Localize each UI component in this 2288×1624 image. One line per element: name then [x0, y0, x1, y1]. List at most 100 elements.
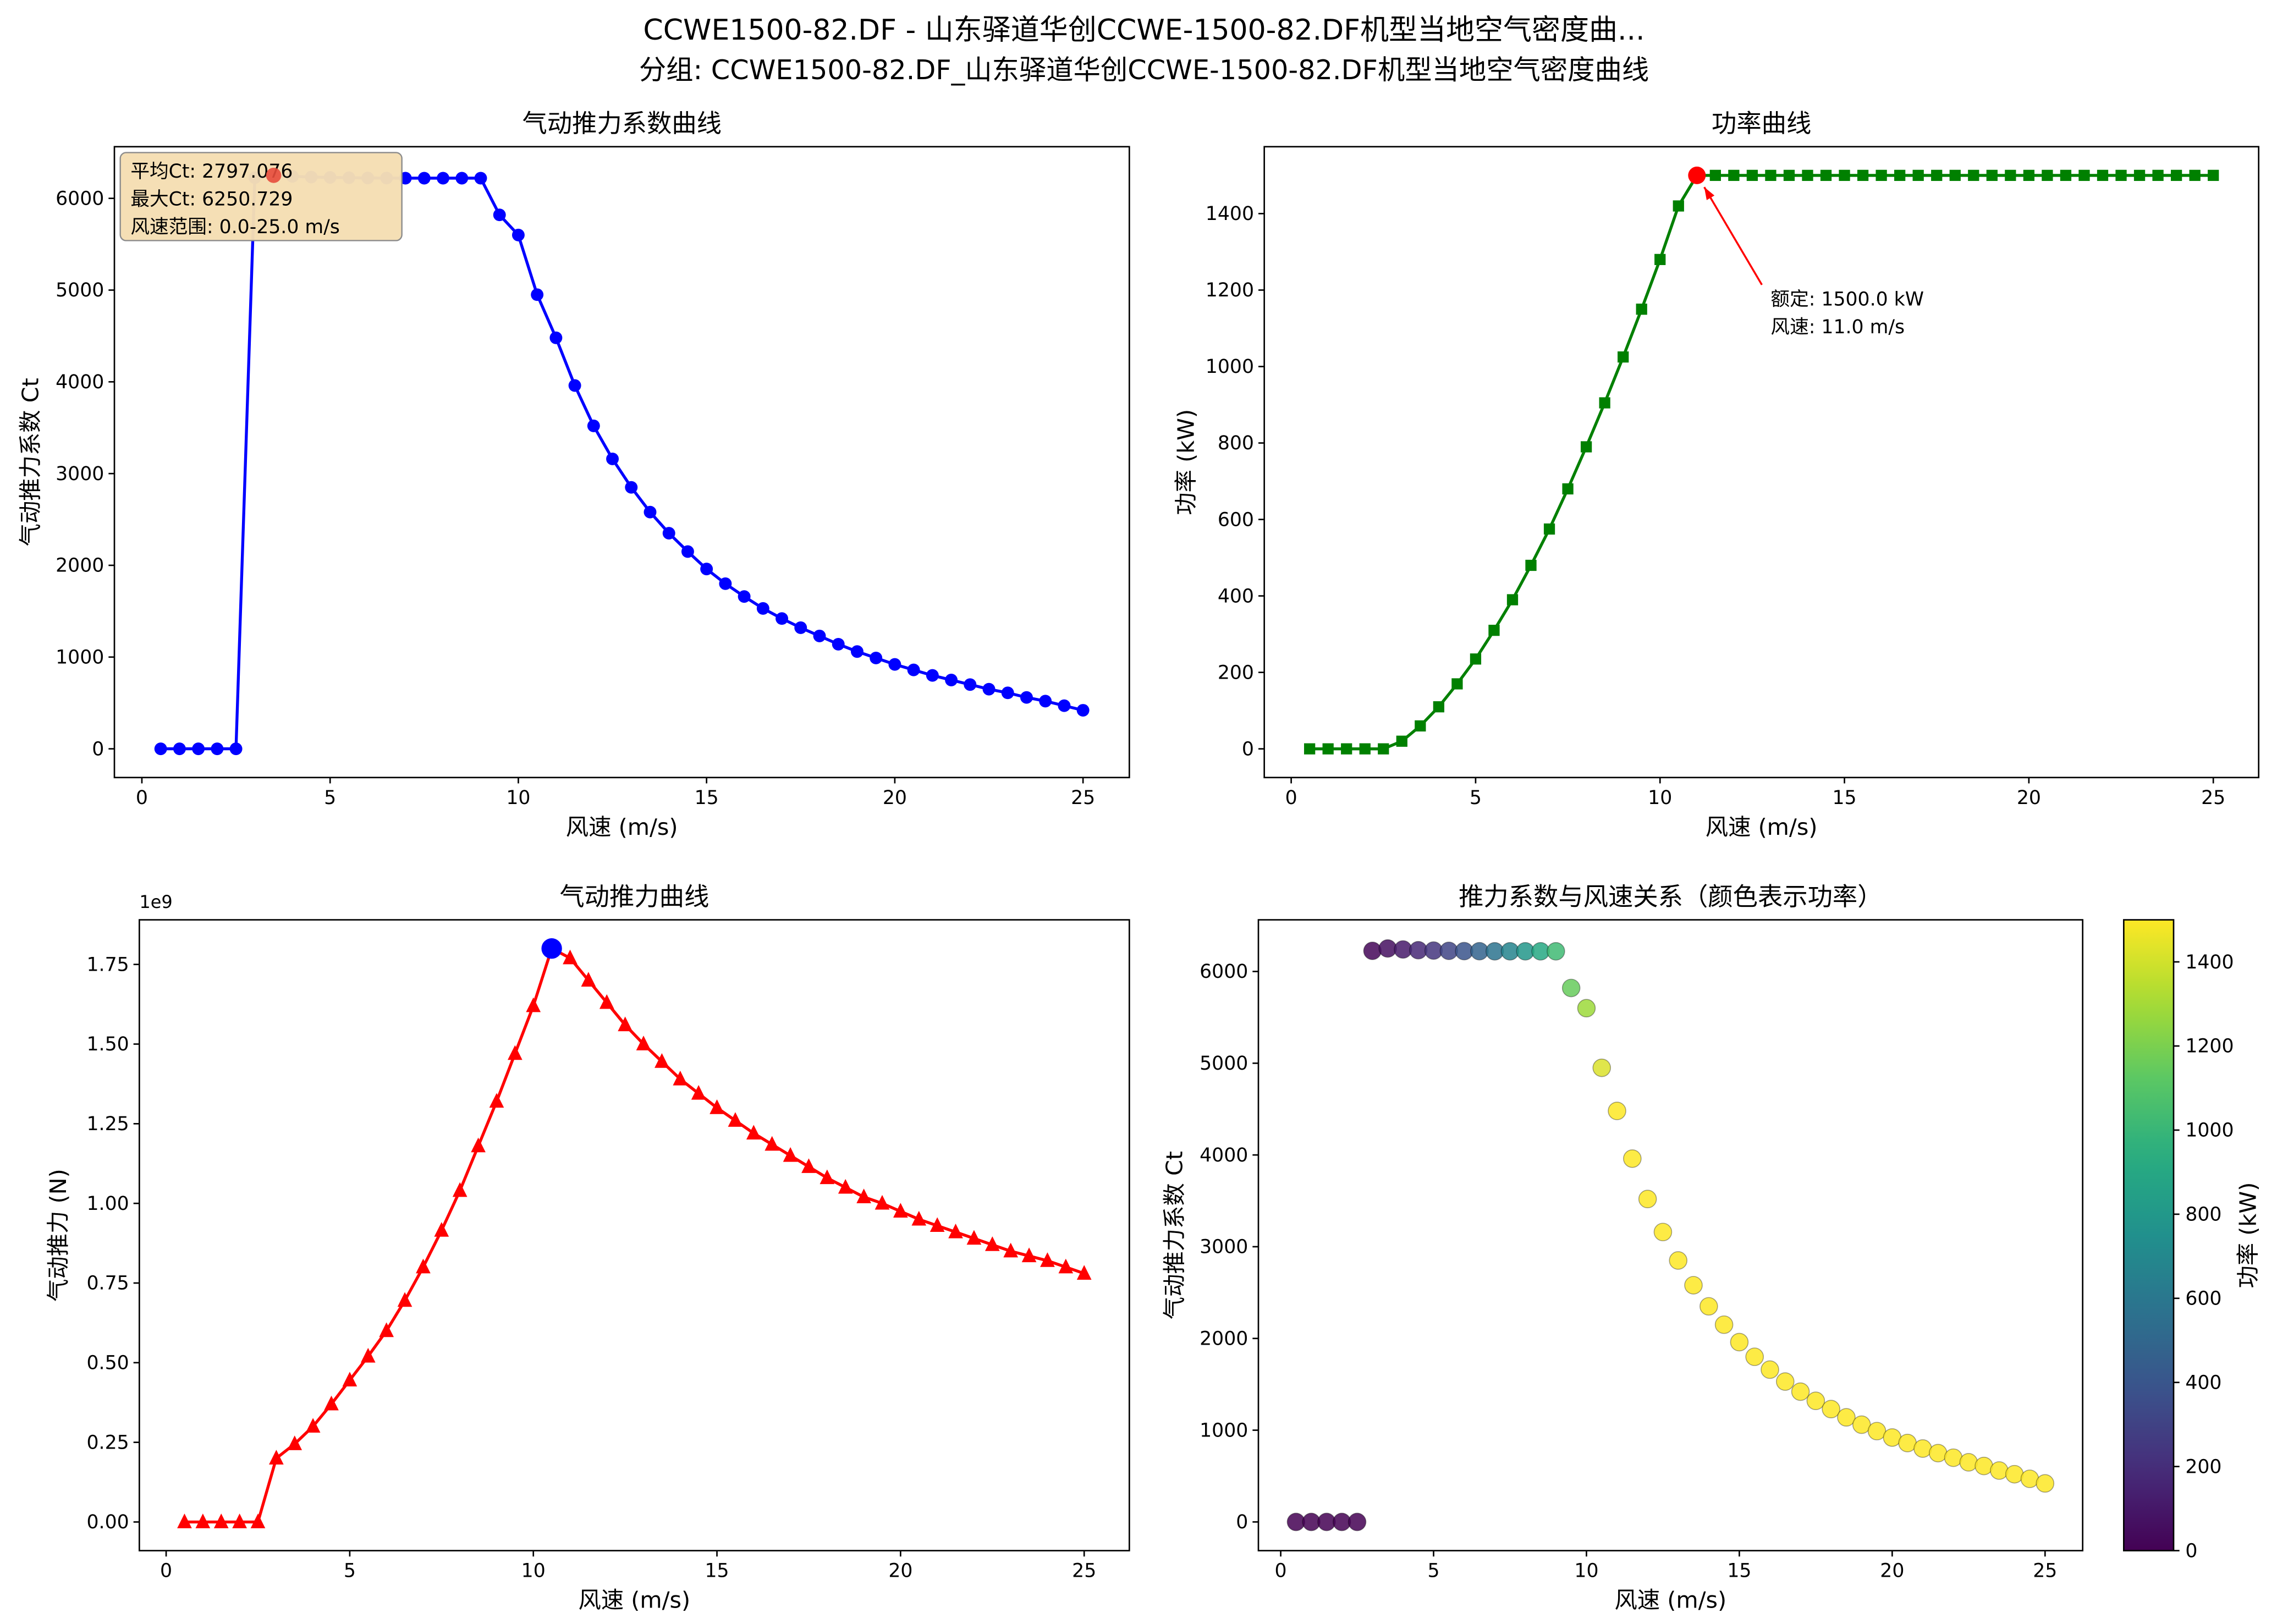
data-point: [417, 172, 431, 185]
scatter-point: [1653, 1223, 1673, 1242]
data-point: [875, 1194, 890, 1210]
data-point: [1003, 1242, 1019, 1258]
data-point: [636, 1036, 651, 1050]
colorbar-tick-label: 800: [2185, 1204, 2221, 1226]
max-ct-point: [266, 167, 282, 183]
data-point: [606, 452, 619, 465]
scatter-point: [1363, 942, 1382, 960]
y-tick-label: 800: [1218, 432, 1254, 454]
scatter-point: [1822, 1400, 1840, 1419]
data-point: [2042, 169, 2053, 181]
data-point: [746, 1125, 761, 1140]
x-tick-label: 5: [324, 787, 336, 809]
y-tick-label: 6000: [1200, 961, 1248, 983]
y-axis-label: 气动推力系数 Ct: [17, 378, 43, 546]
data-point: [681, 545, 694, 558]
annotation-windspeed-label: 风速: 11.0 m/s: [1770, 316, 1905, 338]
data-point: [728, 1112, 743, 1127]
data-point: [2208, 169, 2219, 181]
x-axis-label: 风速 (m/s): [1614, 1587, 1726, 1614]
data-point: [1857, 169, 1869, 181]
scatter-point: [1975, 1456, 1993, 1476]
scatter-point: [1913, 1439, 1932, 1458]
scatter-point: [1714, 1315, 1734, 1334]
data-point: [229, 742, 243, 756]
data-point: [1728, 169, 1740, 181]
data-point: [982, 682, 996, 696]
scatter-point: [1990, 1461, 2009, 1480]
data-point: [756, 602, 769, 615]
data-point: [1021, 1247, 1037, 1263]
x-tick-label: 5: [344, 1560, 356, 1582]
data-point: [324, 1395, 339, 1411]
data-point: [765, 1136, 780, 1151]
data-point: [1746, 169, 1758, 181]
y-tick-label: 2000: [56, 555, 104, 577]
data-point: [581, 972, 596, 987]
annotation-rated-label: 额定: 1500.0 kW: [1770, 288, 1924, 310]
data-point: [964, 678, 977, 691]
data-point: [1076, 704, 1090, 717]
data-point: [563, 949, 578, 965]
data-point: [2005, 169, 2016, 181]
scatter-point: [1928, 1444, 1948, 1463]
data-point: [1654, 254, 1666, 265]
scatter-point: [1761, 1360, 1779, 1379]
data-point: [1562, 483, 1574, 495]
data-point: [213, 1513, 229, 1528]
data-point: [1931, 169, 1943, 181]
y-tick-label: 1400: [1206, 203, 1254, 225]
y-tick-label: 3000: [56, 463, 104, 485]
x-tick-label: 20: [888, 1560, 912, 1582]
data-point: [738, 590, 751, 603]
data-point: [512, 228, 525, 241]
axes-frame: [113, 146, 1130, 779]
data-point: [195, 1513, 211, 1528]
data-point: [1470, 653, 1482, 665]
data-point: [893, 1203, 908, 1218]
data-point: [1040, 1252, 1055, 1267]
data-point: [838, 1179, 853, 1194]
scatter-point: [1547, 942, 1565, 961]
data-point: [1304, 743, 1316, 755]
y-tick-label: 1.25: [87, 1113, 129, 1135]
scatter-point: [1608, 1102, 1626, 1120]
data-point: [1039, 695, 1052, 708]
data-point: [397, 1292, 413, 1307]
y-tick-label: 6000: [56, 188, 104, 210]
data-point: [526, 997, 541, 1012]
data-point: [1433, 701, 1445, 713]
scatter-point: [1684, 1276, 1703, 1295]
data-point: [710, 1099, 724, 1114]
scatter-point: [1592, 1058, 1612, 1077]
data-point: [192, 742, 205, 756]
axis-offset-label: 1e9: [139, 891, 172, 912]
colorbar-tick-label: 600: [2185, 1288, 2221, 1310]
data-point: [154, 742, 167, 756]
y-tick-label: 4000: [56, 371, 104, 393]
x-tick-label: 5: [1427, 1560, 1439, 1582]
scatter-point: [1837, 1408, 1856, 1427]
subplot-title: 气动推力曲线: [559, 882, 709, 911]
data-point: [888, 658, 901, 671]
x-tick-label: 15: [1833, 787, 1857, 809]
data-point: [2133, 169, 2146, 181]
data-point: [948, 1223, 963, 1238]
data-point: [1525, 559, 1537, 571]
y-tick-label: 0.25: [87, 1432, 129, 1454]
data-point: [269, 1450, 284, 1465]
x-tick-label: 20: [2017, 787, 2041, 809]
y-axis-label: 气动推力系数 Ct: [1161, 1151, 1187, 1319]
x-tick-label: 25: [1072, 1560, 1096, 1582]
x-tick-label: 10: [521, 1560, 546, 1582]
data-point: [2060, 169, 2072, 181]
data-point: [2078, 169, 2090, 181]
data-point: [2170, 169, 2182, 181]
data-point: [1322, 743, 1334, 755]
x-tick-label: 0: [1285, 787, 1297, 809]
subplot-title: 推力系数与风速关系（颜色表示功率）: [1459, 882, 1882, 911]
rated-power-point: [1688, 166, 1706, 184]
data-point: [930, 1217, 945, 1232]
x-tick-label: 5: [1470, 787, 1482, 809]
data-point: [1765, 169, 1777, 181]
